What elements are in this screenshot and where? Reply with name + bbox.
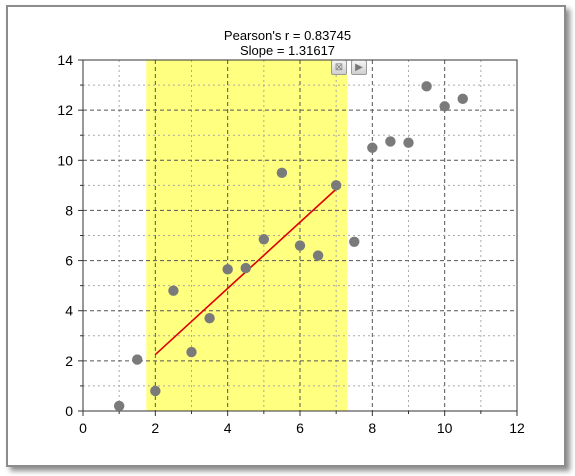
data-point xyxy=(330,180,342,191)
data-point xyxy=(457,93,468,105)
data-point xyxy=(403,137,414,148)
close-button[interactable]: ⊠ xyxy=(331,60,347,75)
data-point xyxy=(439,101,450,112)
data-point xyxy=(421,81,432,92)
data-point xyxy=(276,167,288,179)
data-point xyxy=(150,385,161,397)
data-point xyxy=(240,262,251,274)
data-point xyxy=(294,240,306,251)
x-tick-label: 0 xyxy=(79,420,87,436)
data-point xyxy=(168,285,179,296)
highlight-region xyxy=(146,60,348,411)
y-tick-label: 6 xyxy=(65,253,73,269)
y-tick-label: 12 xyxy=(57,102,73,118)
x-tick-label: 8 xyxy=(368,420,376,436)
data-point xyxy=(258,234,270,245)
chart-title-line-2: Slope = 1.31617 xyxy=(239,43,336,58)
data-point xyxy=(349,236,360,247)
data-point xyxy=(204,313,215,324)
data-point xyxy=(385,136,396,147)
data-point xyxy=(222,264,233,275)
data-point xyxy=(367,142,378,153)
x-tick-label: 10 xyxy=(437,420,453,436)
x-tick-label: 6 xyxy=(296,420,304,436)
y-tick-label: 8 xyxy=(65,202,73,218)
y-tick-label: 0 xyxy=(65,403,73,419)
chart-title-line-1: Pearson's r = 0.83745 xyxy=(223,28,352,43)
x-tick-label: 2 xyxy=(151,420,159,436)
y-tick-label: 14 xyxy=(57,52,73,68)
x-tick-label: 12 xyxy=(509,420,525,436)
data-point xyxy=(132,354,143,365)
play-button[interactable]: ▶ xyxy=(351,60,367,75)
y-tick-label: 10 xyxy=(57,152,73,168)
y-tick-label: 2 xyxy=(65,353,73,369)
y-tick-label: 4 xyxy=(65,303,73,319)
data-point xyxy=(186,346,197,358)
x-tick-label: 4 xyxy=(224,420,232,436)
data-point xyxy=(113,400,125,412)
data-point xyxy=(312,250,324,261)
